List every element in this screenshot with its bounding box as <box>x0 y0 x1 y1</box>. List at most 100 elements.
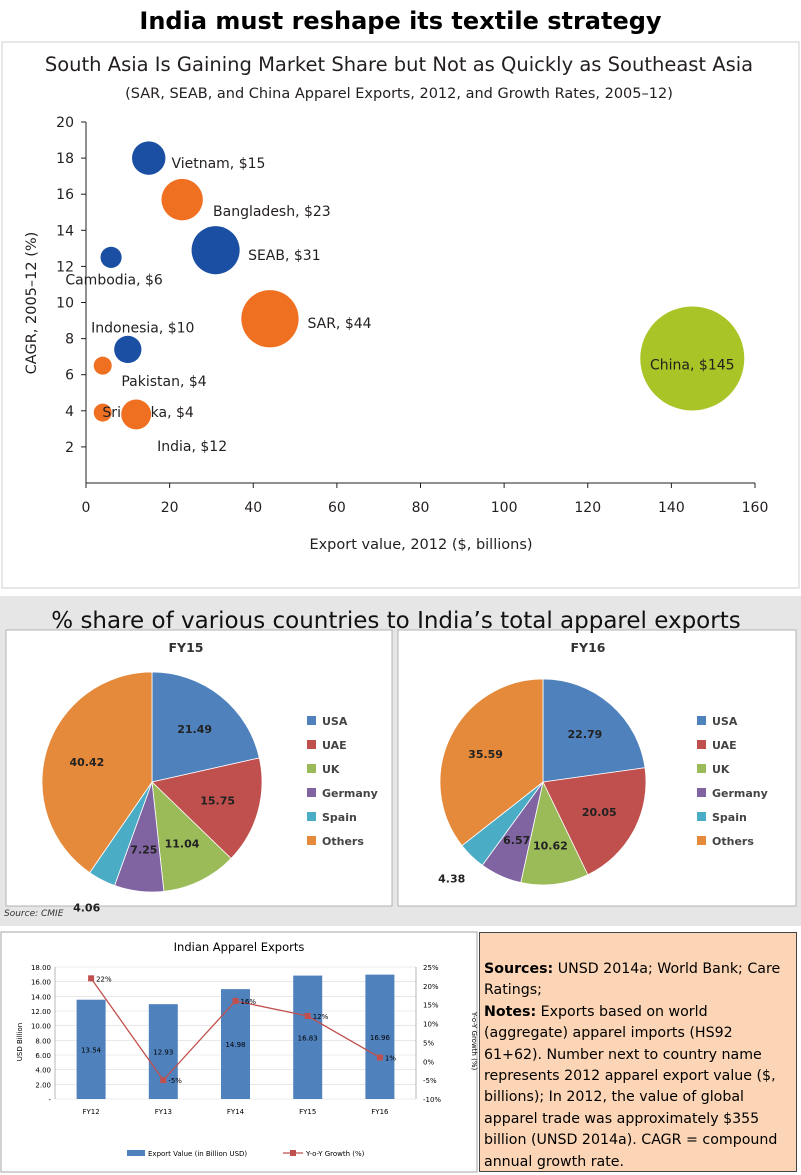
bubble <box>121 399 152 430</box>
bubble-x-tick-label: 100 <box>491 500 518 516</box>
pie-slice <box>151 757 263 860</box>
exports-y-axis-label: USD Billion <box>16 1023 24 1061</box>
growth-label: 16% <box>241 998 257 1006</box>
legend-swatch <box>307 836 316 845</box>
pie-slice <box>439 678 544 847</box>
export-bar <box>148 1004 178 1099</box>
legend-swatch <box>307 788 316 797</box>
legend-swatch <box>697 788 706 797</box>
bubble-y-tick-label: 4 <box>65 404 74 420</box>
bubble-y-tick-label: 18 <box>56 151 74 167</box>
growth-label: -5% <box>168 1077 182 1085</box>
exports-y2-axis-label: Y-o-Y Growth (%) <box>470 1011 478 1071</box>
bubble-label: SEAB, $31 <box>248 248 321 264</box>
bubble-y-tick-label: 6 <box>65 368 74 384</box>
pie-charts-panel: % share of various countries to India’s … <box>0 596 801 926</box>
bubble <box>131 141 166 175</box>
pie-title: FY15 <box>169 640 204 655</box>
bubble-x-axis-label: Export value, 2012 ($, billions) <box>309 537 532 553</box>
export-bar-label: 14.98 <box>225 1041 245 1049</box>
legend-swatch <box>307 740 316 749</box>
legend-label: UAE <box>322 739 347 752</box>
exports-y-tick-label: - <box>48 1096 51 1104</box>
bubble-y-tick-label: 12 <box>56 259 74 275</box>
bubble-chart: South Asia Is Gaining Market Share but N… <box>1 41 800 589</box>
exports-y2-tick-label: 5% <box>423 1039 434 1047</box>
page-headline: India must reshape its textile strategy <box>139 7 662 35</box>
pie-slice-label: 21.49 <box>177 723 212 736</box>
legend-label: Germany <box>322 787 378 800</box>
exports-y-tick-label: 2.00 <box>35 1081 51 1089</box>
sources-label: Sources: <box>484 961 554 977</box>
exports-y-tick-label: 10.00 <box>31 1023 51 1031</box>
bubble-label: SAR, $44 <box>307 316 371 332</box>
bubble-label: India, $12 <box>157 439 227 455</box>
bubble-y-tick-label: 14 <box>56 223 74 239</box>
legend-swatch <box>697 812 706 821</box>
bubble-x-tick-label: 60 <box>328 500 346 516</box>
exports-x-tick-label: FY15 <box>299 1108 316 1116</box>
exports-y2-tick-label: 20% <box>423 983 439 991</box>
growth-marker <box>232 997 239 1004</box>
bubble-label: China, $145 <box>650 358 735 374</box>
legend-swatch <box>697 716 706 725</box>
exports-y-tick-label: 4.00 <box>35 1067 51 1075</box>
pie-slice-label: 6.57 <box>503 834 530 847</box>
pie-slice-label: 15.75 <box>200 794 235 807</box>
exports-chart-title: Indian Apparel Exports <box>174 940 305 954</box>
legend-swatch <box>307 812 316 821</box>
legend-label: UK <box>322 763 340 776</box>
exports-x-tick-label: FY13 <box>155 1108 172 1116</box>
pie-slice <box>41 671 153 874</box>
bubble-chart-title: South Asia Is Gaining Market Share but N… <box>45 53 753 76</box>
notes-label: Notes: <box>484 1003 537 1020</box>
legend-label: Others <box>322 835 364 848</box>
exports-y-tick-label: 16.00 <box>31 979 51 987</box>
pie-slice-label: 40.42 <box>69 756 104 769</box>
exports-x-tick-label: FY16 <box>371 1108 389 1116</box>
growth-label: 12% <box>313 1013 329 1021</box>
notes-text: Exports based on world (aggregate) appar… <box>484 1003 778 1170</box>
bubble-label: Indonesia, $10 <box>91 321 194 337</box>
sources-notes-box: Sources: UNSD 2014a; World Bank; Care Ra… <box>479 932 797 1172</box>
pie-slice-label: 10.62 <box>533 839 568 852</box>
bubble-x-tick-label: 20 <box>161 500 179 516</box>
bubble-y-tick-label: 10 <box>56 296 74 312</box>
bubble-x-tick-label: 0 <box>82 500 91 516</box>
pie-slice-label: 4.38 <box>438 872 465 885</box>
exports-y2-tick-label: 15% <box>423 1002 439 1010</box>
export-bar <box>365 974 395 1099</box>
growth-marker <box>88 975 95 982</box>
legend-label: Spain <box>712 811 747 824</box>
bubble-y-tick-label: 8 <box>65 332 74 348</box>
growth-marker <box>376 1054 383 1061</box>
export-bar <box>221 989 250 1099</box>
bubble-label: Pakistan, $4 <box>121 374 206 390</box>
legend-label: USA <box>322 715 348 728</box>
pie-slice-label: 7.25 <box>130 844 157 857</box>
pie-slice <box>542 767 647 876</box>
legend-label: UAE <box>712 739 737 752</box>
bubble-y-tick-label: 20 <box>56 115 74 131</box>
bubble-x-tick-label: 160 <box>742 500 769 516</box>
export-bar-label: 16.83 <box>298 1034 318 1042</box>
bubble <box>114 335 142 364</box>
exports-y2-tick-label: -5% <box>423 1077 437 1085</box>
legend-label-line: Y-o-Y Growth (%) <box>305 1150 365 1158</box>
bubble-y-tick-label: 16 <box>56 187 74 203</box>
pie-slice <box>542 678 646 783</box>
legend-swatch <box>697 764 706 773</box>
exports-y2-tick-label: 10% <box>423 1021 439 1029</box>
legend-swatch <box>307 764 316 773</box>
exports-x-tick-label: FY14 <box>227 1108 245 1116</box>
pie-slice-label: 4.06 <box>73 901 100 914</box>
bubble-y-axis-label: CAGR, 2005–12 (%) <box>24 232 40 375</box>
bubble-x-tick-label: 40 <box>244 500 262 516</box>
legend-swatch-bar <box>127 1150 145 1156</box>
bubble-y-tick-label: 2 <box>65 440 74 456</box>
legend-swatch <box>697 836 706 845</box>
bubble <box>640 306 745 411</box>
pie-slice <box>151 780 232 892</box>
exports-y-tick-label: 8.00 <box>35 1037 51 1045</box>
exports-y-tick-label: 6.00 <box>35 1052 51 1060</box>
